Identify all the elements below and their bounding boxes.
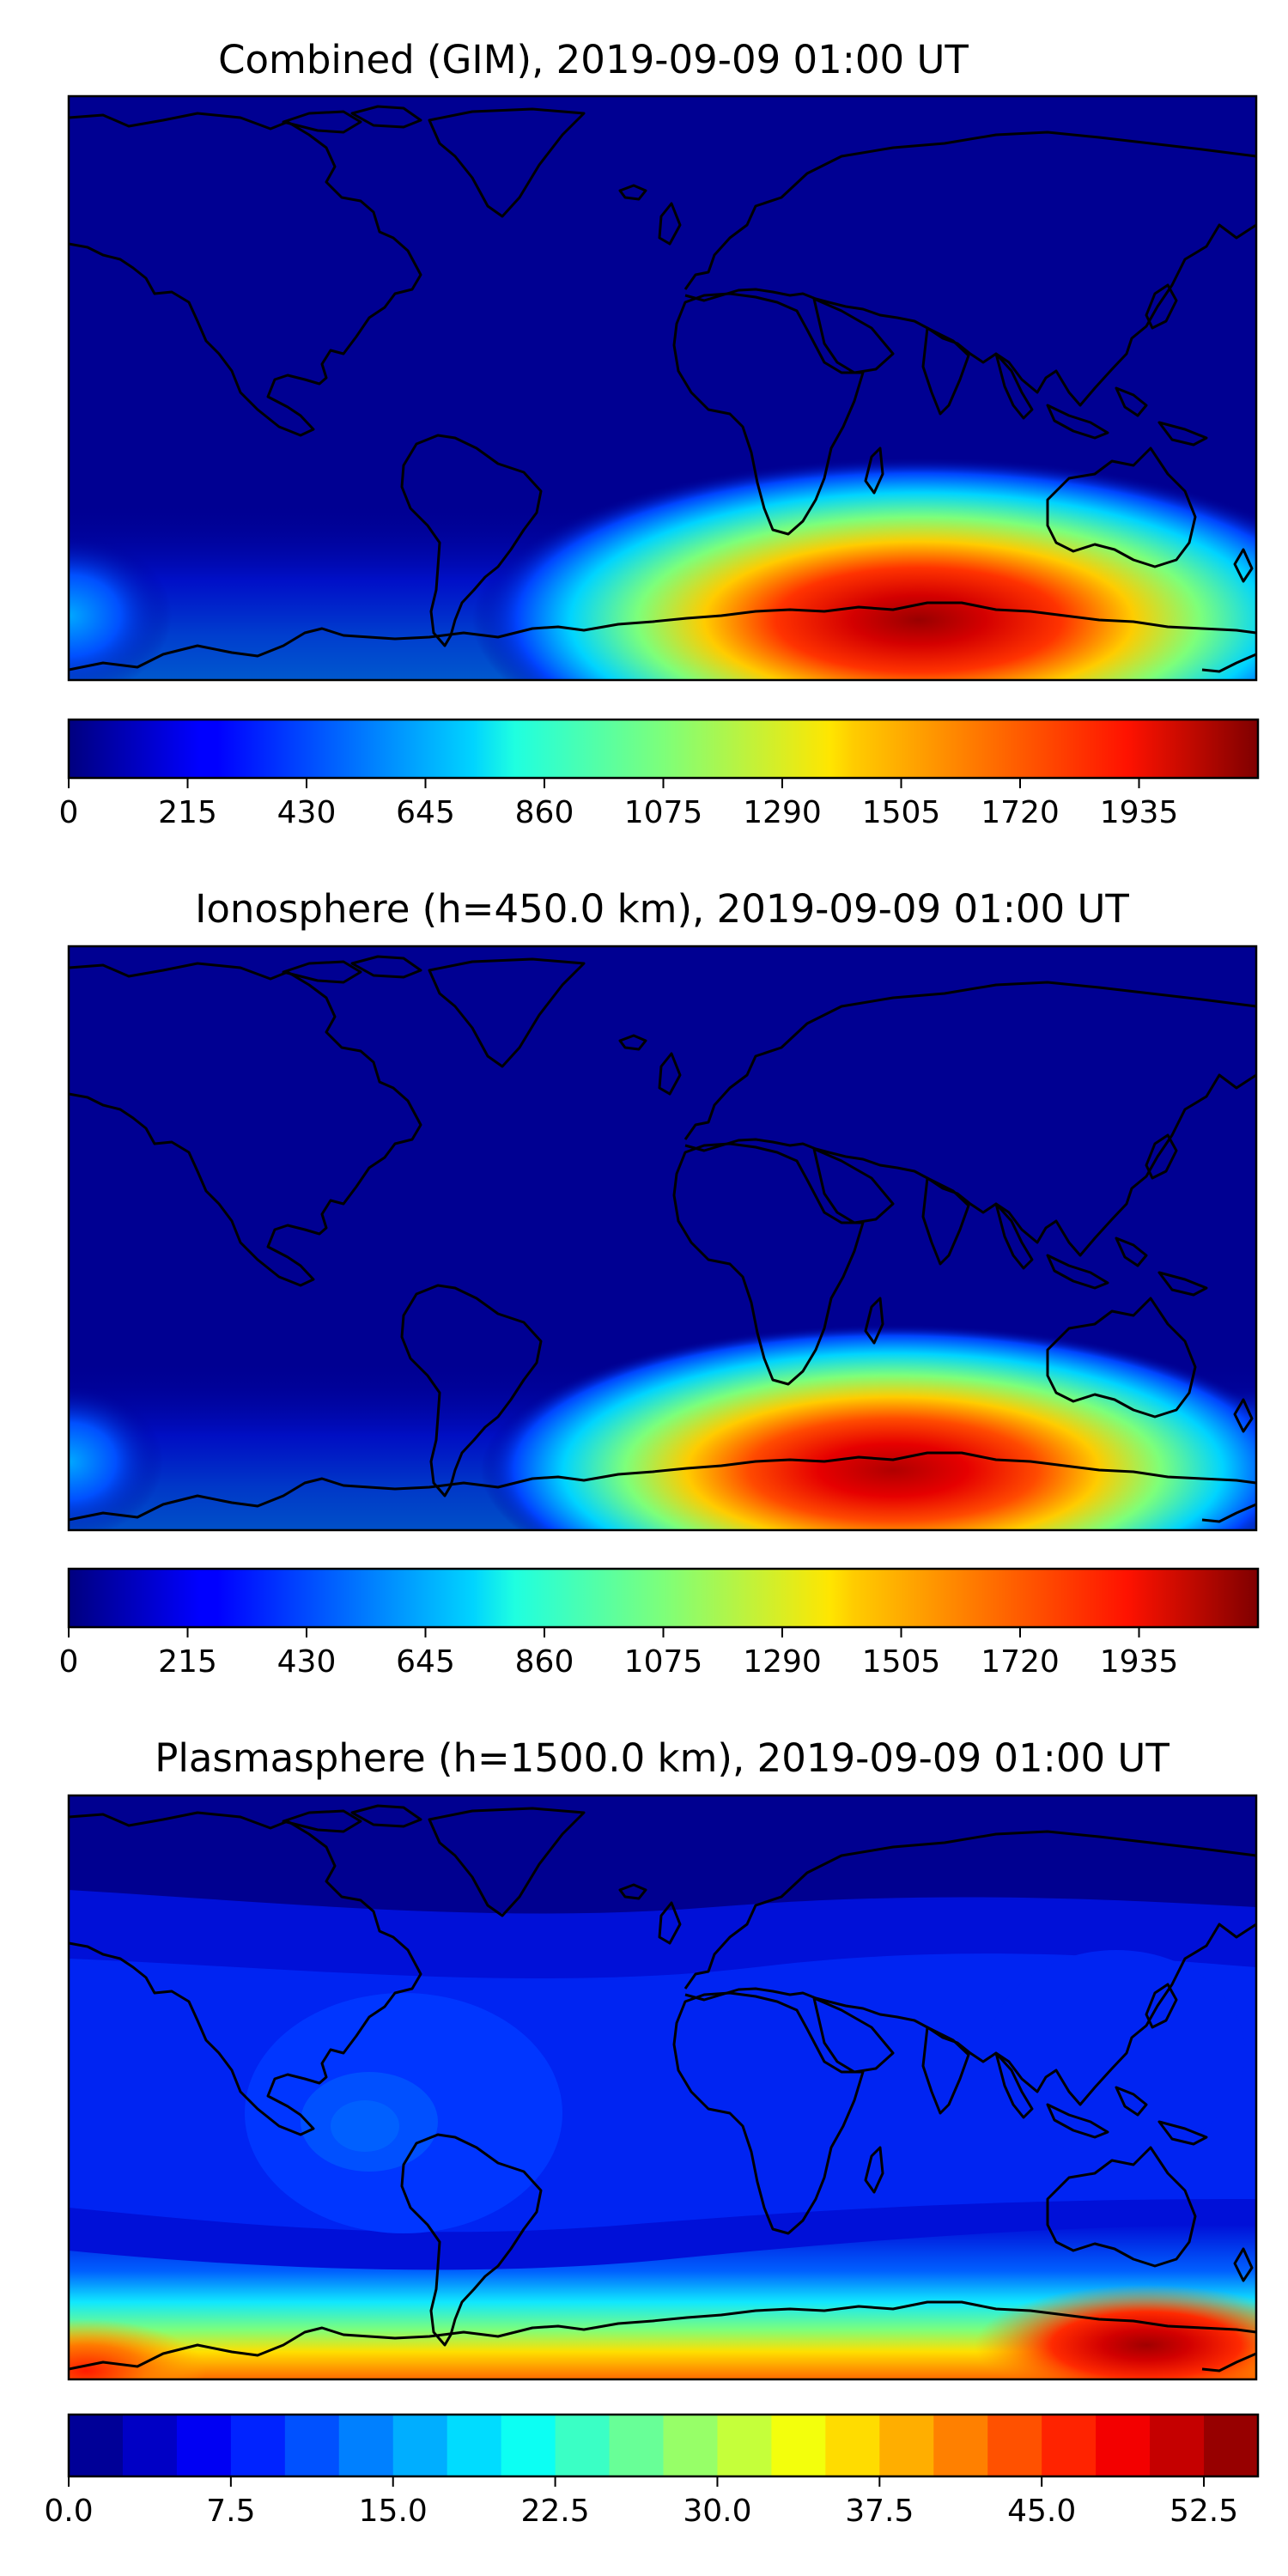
colorbar-ticks: 0 215 430 645 860 1075 1290 1505 1720 1935: [59, 1627, 1179, 1680]
colorbar-tick-label: 1720: [981, 1644, 1060, 1680]
colorbar-tick-label: 1290: [743, 1644, 822, 1680]
colorbar: 0.0 7.5 15.0 22.5 30.0 37.5 45.0 52.5: [44, 2413, 1260, 2529]
colorbar-step: [933, 2415, 989, 2476]
colorbar-step: [1150, 2415, 1205, 2476]
colorbar-tick-label: 860: [515, 795, 574, 830]
colorbar-tick-label: 645: [396, 795, 455, 830]
map-area: [67, 94, 1258, 682]
colorbar-step: [501, 2415, 556, 2476]
colorbar-step: [284, 2415, 340, 2476]
colorbar-step: [69, 2415, 124, 2476]
colorbar-step: [879, 2415, 935, 2476]
colorbar-tick-label: 1075: [624, 1644, 703, 1680]
colorbar-tick-label: 215: [158, 795, 217, 830]
colorbar-step: [609, 2415, 665, 2476]
colorbar-step: [663, 2415, 719, 2476]
colorbar-steps: [69, 2415, 1259, 2476]
colorbar-tick-label: 215: [158, 1644, 217, 1680]
colorbar-step: [555, 2415, 611, 2476]
southern-maximum: [975, 2285, 1256, 2379]
panel-title: Plasmasphere (h=1500.0 km), 2019-09-09 0…: [155, 1735, 1170, 1781]
map-area: [67, 945, 1258, 1532]
colorbar-tick-label: 0: [59, 1644, 79, 1680]
map-panel-ionosphere: Ionosphere (h=450.0 km), 2019-09-09 01:0…: [59, 886, 1260, 1680]
colorbar-step: [176, 2415, 232, 2476]
colorbar-ticks: 0 215 430 645 860 1075 1290 1505 1720 1935: [59, 778, 1179, 830]
colorbar-step: [771, 2415, 827, 2476]
southern-maximum: [481, 1324, 1256, 1530]
colorbar-tick-label: 15.0: [359, 2494, 428, 2529]
southern-maximum: [472, 457, 1256, 680]
colorbar-step: [447, 2415, 502, 2476]
colorbar: 0 215 430 645 860 1075 1290 1505 1720 1935: [59, 1567, 1260, 1680]
colorbar-step: [392, 2415, 448, 2476]
colorbar-tick-label: 1075: [624, 795, 703, 830]
colorbar-step: [1096, 2415, 1151, 2476]
colorbar-tick-label: 860: [515, 1644, 574, 1680]
colorbar-step: [338, 2415, 394, 2476]
colorbar-tick-label: 7.5: [206, 2494, 255, 2529]
colorbar-step: [1204, 2415, 1259, 2476]
colorbar-tick-label: 1290: [743, 795, 822, 830]
colorbar-tick-label: 0.0: [44, 2494, 93, 2529]
colorbar-tick-label: 22.5: [521, 2494, 590, 2529]
colorbar-ticks: 0.0 7.5 15.0 22.5 30.0 37.5 45.0 52.5: [44, 2476, 1238, 2529]
colorbar-tick-label: 45.0: [1007, 2494, 1076, 2529]
colorbar-step: [825, 2415, 881, 2476]
colorbar-tick-label: 37.5: [845, 2494, 914, 2529]
colorbar-step: [230, 2415, 286, 2476]
colorbar-step: [717, 2415, 773, 2476]
colorbar-tick-label: 645: [396, 1644, 455, 1680]
colorbar-tick-label: 1935: [1100, 795, 1179, 830]
panel-title: Ionosphere (h=450.0 km), 2019-09-09 01:0…: [195, 886, 1129, 932]
colorbar-tick-label: 1935: [1100, 1644, 1179, 1680]
panel-title: Combined (GIM), 2019-09-09 01:00 UT: [218, 37, 969, 82]
colorbar-step: [987, 2415, 1042, 2476]
map-panel-combined: Combined (GIM), 2019-09-09 01:00 UT 0 215…: [59, 37, 1260, 830]
colorbar-tick-label: 0: [59, 795, 79, 830]
colorbar-tick-label: 52.5: [1170, 2494, 1238, 2529]
colorbar-step: [122, 2415, 178, 2476]
map-panel-plasmasphere: Plasmasphere (h=1500.0 km), 2019-09-09 0…: [44, 1735, 1260, 2529]
colorbar-tick-label: 30.0: [683, 2494, 751, 2529]
colorbar-tick-label: 1505: [862, 795, 941, 830]
colorbar-tick-label: 1505: [862, 1644, 941, 1680]
colorbar-tick-label: 430: [277, 1644, 337, 1680]
map-area: [67, 1794, 1258, 2381]
colorbar: 0 215 430 645 860 1075 1290 1505 1720 1935: [59, 718, 1260, 830]
colorbar-tick-label: 430: [277, 795, 337, 830]
colorbar-tick-label: 1720: [981, 795, 1060, 830]
colorbar-step: [1042, 2415, 1097, 2476]
